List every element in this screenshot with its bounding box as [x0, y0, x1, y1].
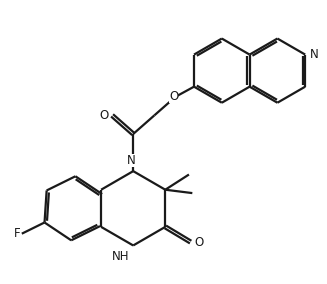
Text: N: N — [309, 48, 318, 61]
Text: O: O — [99, 109, 109, 122]
Text: O: O — [194, 236, 203, 248]
Text: NH: NH — [112, 250, 129, 263]
Text: F: F — [13, 227, 20, 240]
Text: N: N — [127, 154, 136, 167]
Text: O: O — [169, 90, 178, 103]
